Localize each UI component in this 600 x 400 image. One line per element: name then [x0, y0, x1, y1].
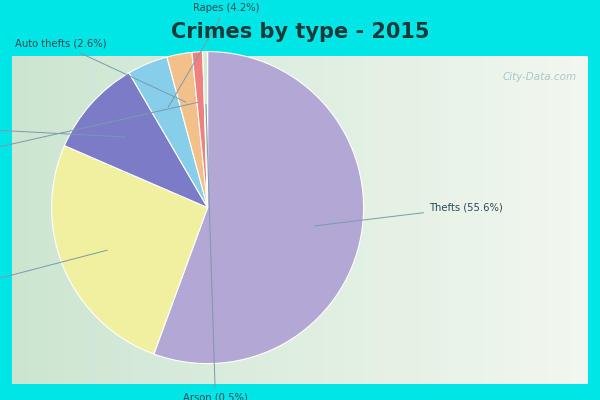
Wedge shape: [167, 52, 208, 208]
Wedge shape: [203, 52, 208, 208]
Text: City-Data.com: City-Data.com: [502, 72, 577, 82]
Wedge shape: [52, 146, 208, 354]
Wedge shape: [154, 52, 364, 364]
Text: Assaults (25.9%): Assaults (25.9%): [0, 250, 107, 303]
Wedge shape: [64, 73, 208, 208]
Text: Robberies (1.1%): Robberies (1.1%): [0, 102, 198, 169]
Wedge shape: [129, 57, 208, 208]
Text: Auto thefts (2.6%): Auto thefts (2.6%): [15, 39, 186, 102]
Text: Burglaries (10.1%): Burglaries (10.1%): [0, 122, 125, 137]
Text: Rapes (4.2%): Rapes (4.2%): [168, 3, 260, 107]
Text: Thefts (55.6%): Thefts (55.6%): [315, 203, 503, 226]
Text: Crimes by type - 2015: Crimes by type - 2015: [171, 22, 429, 42]
Text: Arson (0.5%): Arson (0.5%): [183, 104, 248, 400]
Wedge shape: [192, 52, 208, 208]
